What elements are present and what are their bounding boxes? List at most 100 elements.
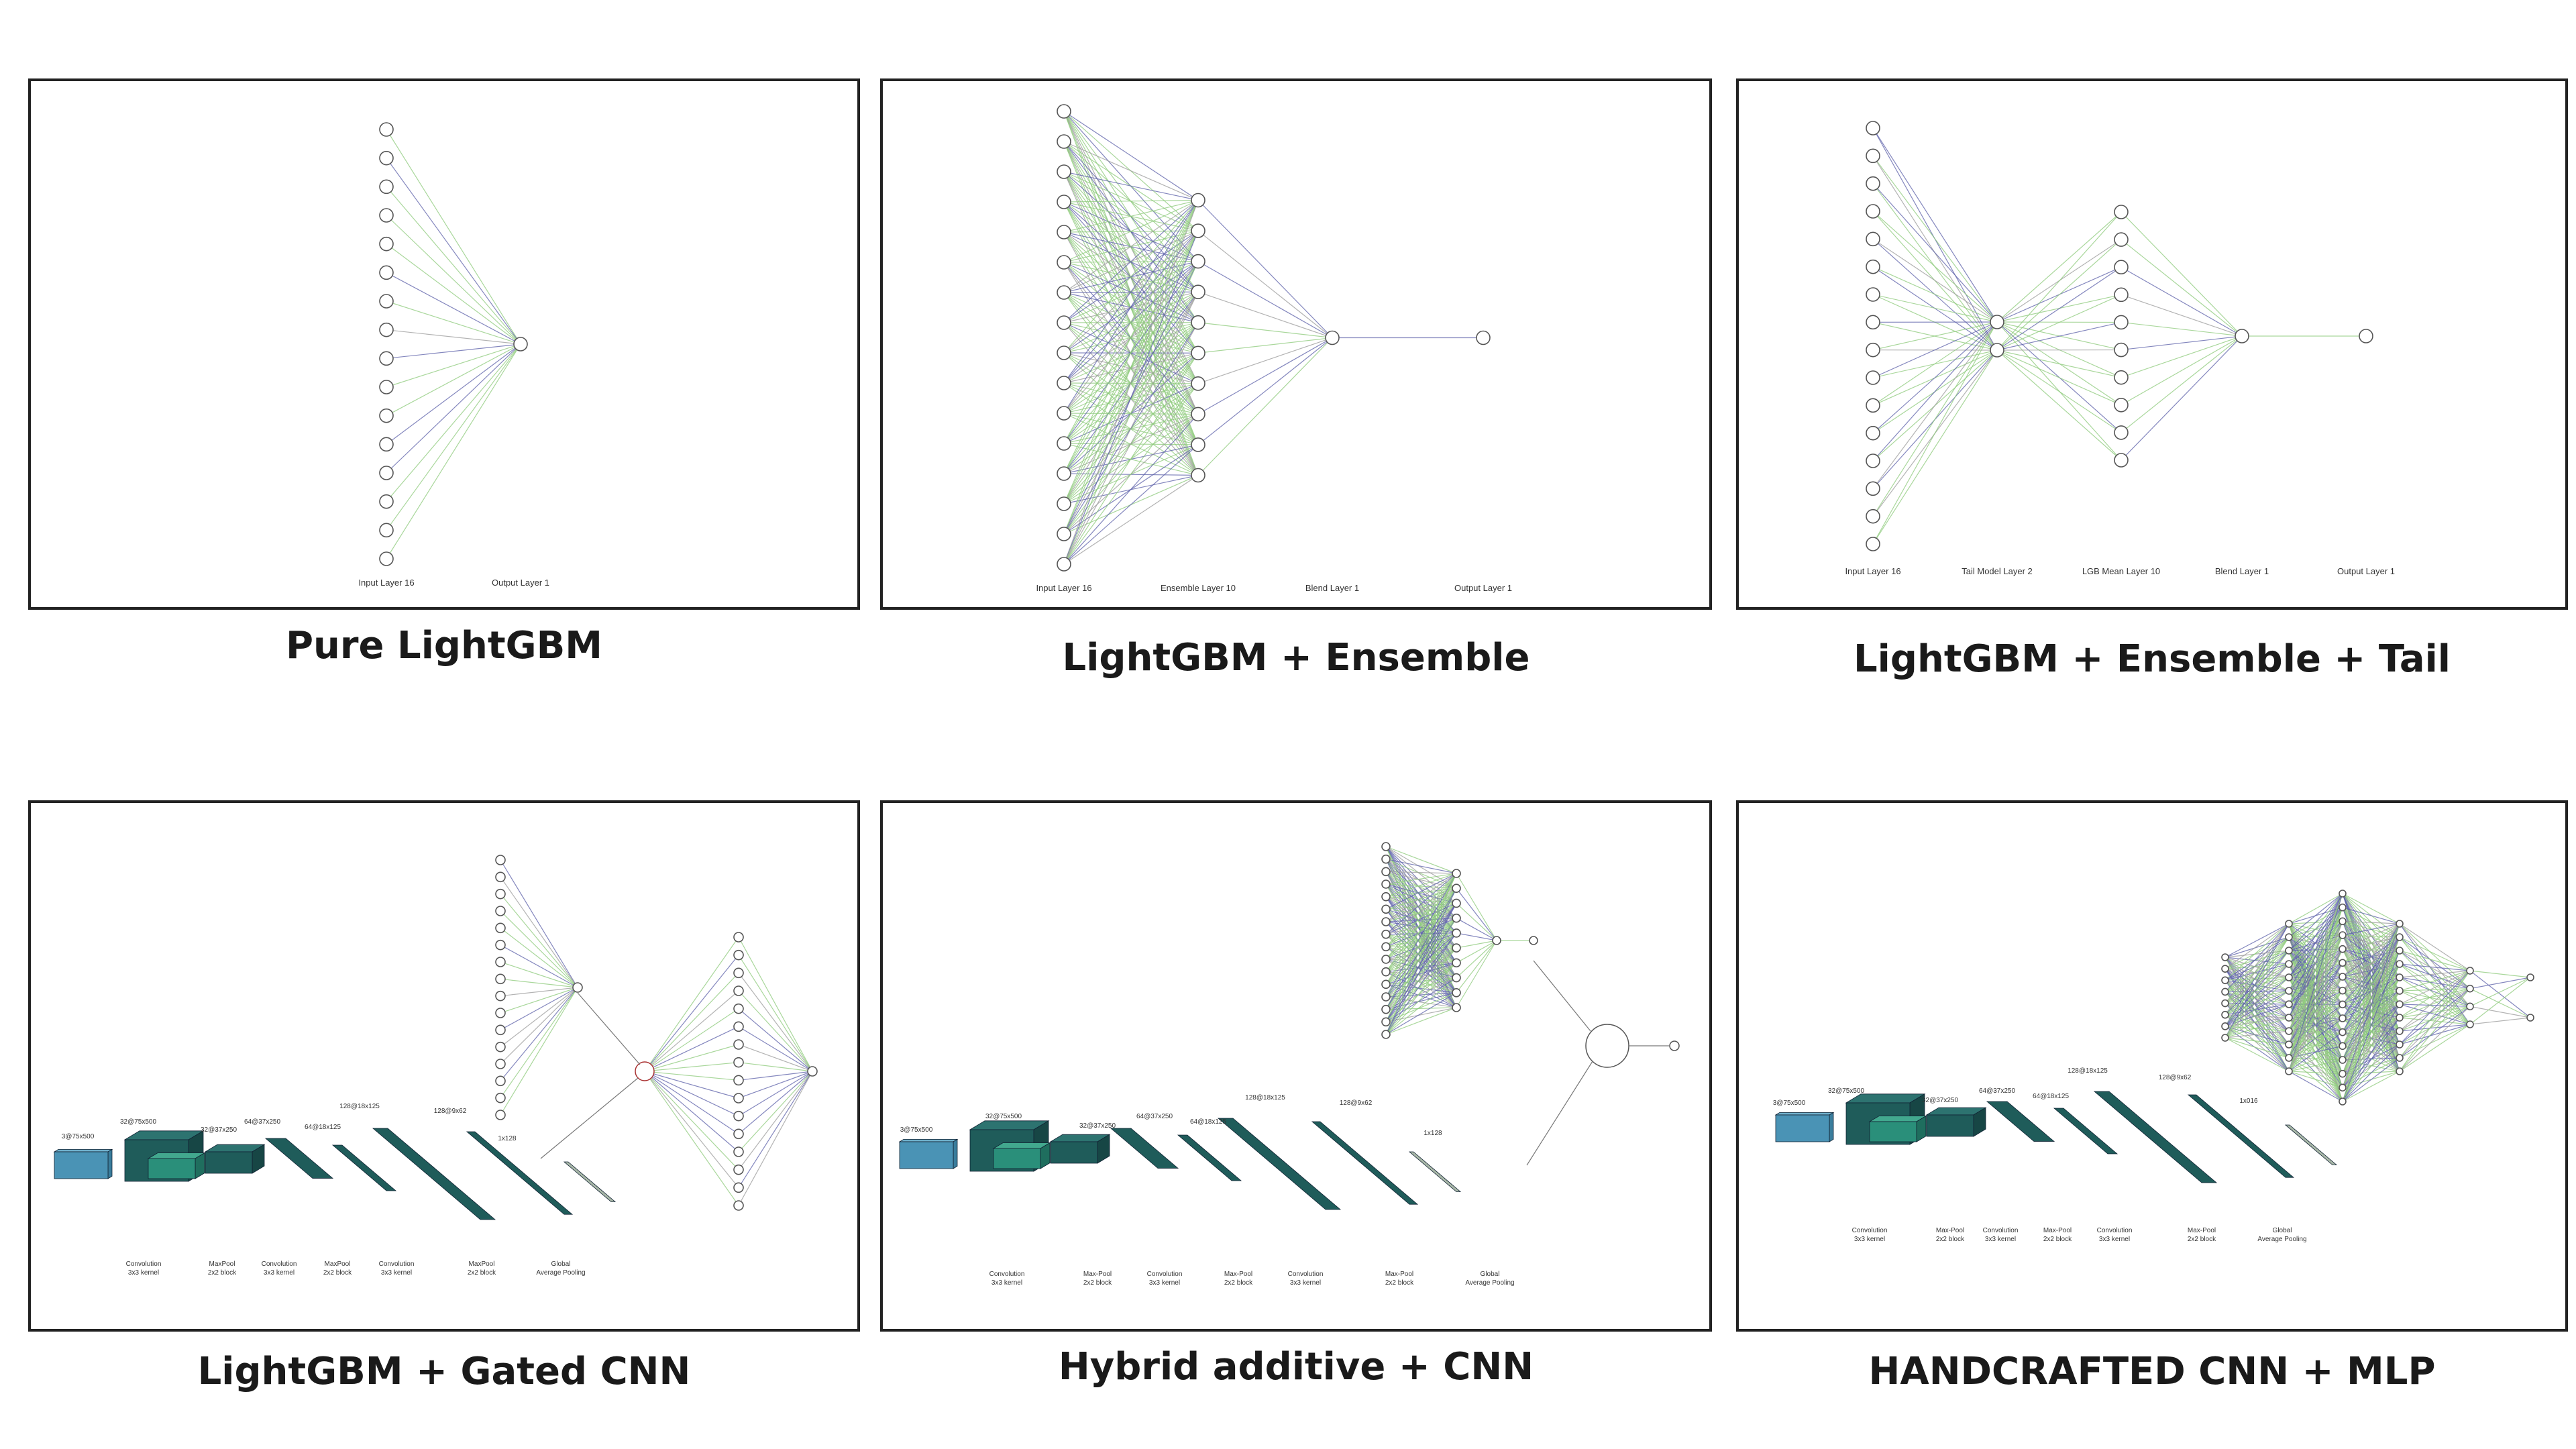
caption-hybrid-additive-cnn: Hybrid additive + CNN	[1058, 1345, 1534, 1389]
p4-branch-node	[1381, 842, 1391, 851]
p3-head-node	[733, 1164, 744, 1175]
p5-mlp-edge	[2288, 893, 2343, 1072]
p4-branch-node	[1381, 879, 1391, 889]
p5-mlp-edge	[2399, 1024, 2471, 1072]
p5-mlp-edge	[2288, 1018, 2343, 1072]
p2-edge	[2121, 335, 2243, 378]
p4-op-label: Max-Pool	[1385, 1271, 1413, 1278]
p1-node	[1057, 285, 1071, 300]
p0-node	[379, 122, 394, 137]
p5-mlp-node	[2221, 1034, 2229, 1042]
p4-branch-node	[1381, 929, 1391, 939]
p5-mlp-edge	[2224, 979, 2290, 1005]
p1-node	[1476, 330, 1491, 345]
p5-mlp-edge	[2224, 1004, 2290, 1016]
p1-edge	[1197, 337, 1333, 384]
p5-mlp-edge	[2224, 950, 2290, 981]
p5-mlp-edge	[2224, 1026, 2290, 1072]
p4-branch-edge	[1385, 873, 1457, 935]
p5-mlp-node	[2396, 987, 2404, 995]
p5-mlp-node	[2285, 933, 2293, 941]
p2-node	[1866, 453, 1880, 468]
p3-branch-edge	[500, 987, 578, 1014]
p5-mlp-edge	[2399, 936, 2471, 1007]
p5-mlp-edge	[2399, 1006, 2471, 1072]
p4-branch-node	[1492, 936, 1501, 945]
p0-edge	[386, 343, 521, 417]
p5-mlp-edge	[2342, 923, 2400, 991]
p5-mlp-edge	[2399, 923, 2471, 1007]
p5-mlp-edge	[2469, 977, 2531, 1007]
p1-edge	[1063, 200, 1199, 504]
p5-mlp-edge	[2399, 936, 2471, 971]
p5-mlp-edge	[2342, 923, 2400, 963]
p1-edge	[1197, 337, 1333, 445]
p2-edge	[2121, 294, 2243, 337]
p5-mlp-edge	[2224, 963, 2290, 981]
p2-layer-label: LGB Mean Layer 10	[2082, 566, 2160, 576]
p5-mlp-node	[2339, 1042, 2347, 1051]
p4-branch-node	[1381, 1017, 1391, 1027]
p4-branch-node	[1381, 904, 1391, 914]
p5-mlp-edge	[2224, 950, 2290, 1016]
p5-mlp-edge	[2288, 1059, 2343, 1072]
p5-dim-label: 32@37x250	[1922, 1097, 1959, 1104]
p4-op-label: Convolution	[1147, 1271, 1183, 1278]
p4-gap-slab	[1408, 1151, 1462, 1192]
p3-branch-edge	[500, 987, 578, 1099]
p5-mlp-edge	[2224, 1037, 2290, 1059]
p5-mlp-node	[2285, 1040, 2293, 1049]
p4-op-label: 3x3 kernel	[991, 1279, 1022, 1287]
p1-edge	[1063, 200, 1199, 323]
p4-branch-node	[1381, 1004, 1391, 1014]
p5-mlp-node	[2221, 987, 2229, 996]
p1-edge	[1063, 200, 1199, 474]
p2-edge	[1872, 321, 1998, 462]
p5-input-block-top	[1774, 1112, 1835, 1116]
p1-edge	[1063, 291, 1199, 565]
p5-mlp-edge	[2224, 936, 2290, 1027]
p4-branch-edge	[1385, 918, 1457, 1010]
p0-node	[379, 179, 394, 195]
p4-op-label: 2x2 block	[1224, 1279, 1253, 1287]
p5-mlp-edge	[2224, 991, 2290, 1072]
p2-edge	[1872, 183, 1998, 323]
p5-mlp-edge	[2342, 893, 2400, 924]
p5-dim-label: 32@75x500	[1828, 1087, 1865, 1095]
p4-branch-edge	[1385, 962, 1457, 1035]
p5-mlp-edge	[2224, 1014, 2290, 1072]
p5-mlp-edge	[2224, 1003, 2290, 1072]
p5-mlp-edge	[2224, 977, 2290, 1038]
p3-dim-label: 128@9x62	[434, 1108, 467, 1115]
p3-head-node	[733, 1128, 744, 1140]
p4-edge	[1533, 960, 1591, 1032]
caption-pure-lightgbm: Pure LightGBM	[286, 624, 602, 667]
p5-gap-slab	[2284, 1124, 2338, 1165]
p2-edge	[2121, 266, 2243, 337]
p0-edge	[386, 244, 521, 345]
diagram-pure-lightgbm: Input Layer 16 Output Layer 1	[358, 122, 549, 588]
p5-mlp-edge	[2288, 949, 2343, 1072]
p5-mlp-edge	[2224, 990, 2290, 1038]
p0-node	[379, 351, 394, 366]
p5-mlp-node	[2221, 1010, 2229, 1019]
p5-op-label: Convolution	[2097, 1227, 2133, 1234]
p5-mlp-edge	[2469, 1017, 2531, 1025]
p4-op-label: 3x3 kernel	[1149, 1279, 1180, 1287]
p5-mlp-edge	[2288, 934, 2343, 1072]
diagram-lightgbm-gated-cnn: 3@75x500 32@75x500 32@37x250 64@37x250 64@18…	[53, 855, 818, 1277]
p2-edge	[1872, 321, 1998, 351]
p3-head-edge	[644, 1071, 739, 1171]
p4-branch-edge	[1385, 983, 1457, 1008]
p3-branch-node	[495, 1041, 506, 1053]
p5-mlp-edge	[2224, 1026, 2290, 1045]
p5-mlp-edge	[2224, 979, 2290, 1032]
p1-node	[1057, 164, 1071, 179]
p3-op-label: MaxPool	[325, 1260, 351, 1268]
p5-mlp-node	[2396, 1000, 2404, 1008]
p1-edge	[1197, 337, 1333, 476]
p0-edge	[386, 129, 521, 345]
p3-branch-node	[495, 1092, 506, 1104]
p5-conv-slab	[1986, 1101, 2055, 1142]
p3-branch-node	[495, 1110, 506, 1120]
